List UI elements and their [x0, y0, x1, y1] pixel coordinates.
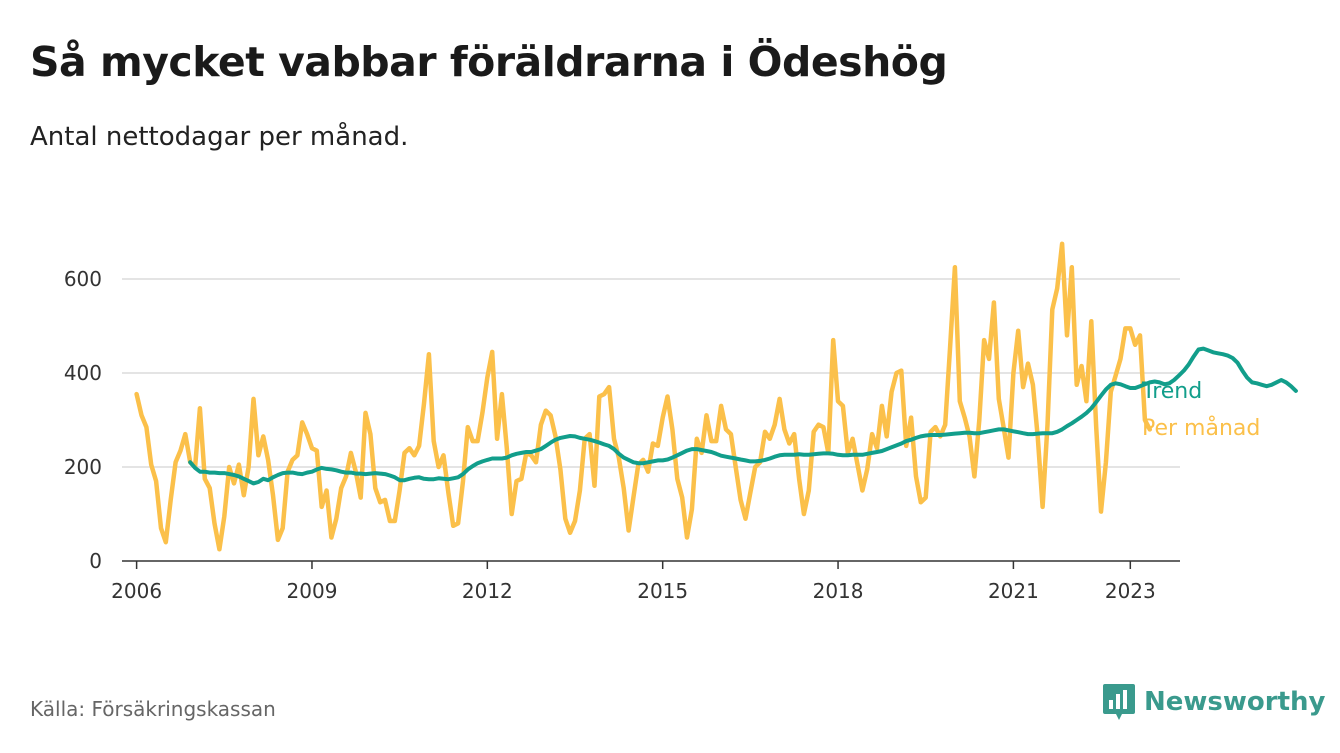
y-axis-ticks: 0 200 400 600 — [64, 267, 102, 573]
chart-subtitle: Antal nettodagar per månad. — [30, 122, 409, 152]
y-tick-label: 0 — [89, 549, 102, 573]
bar-chart-logo-icon — [1103, 684, 1135, 720]
series-lines — [134, 241, 1298, 552]
brand-logo: Newsworthy — [1102, 682, 1325, 722]
series-line-per-m-nad — [134, 241, 1153, 552]
grid-lines — [122, 278, 1180, 562]
y-tick-label: 600 — [64, 267, 102, 291]
x-tick-label: 2023 — [1105, 579, 1156, 603]
legend-label-trend: Trend — [1141, 379, 1202, 404]
x-tick-label: 2009 — [287, 579, 338, 603]
x-tick-label: 2012 — [462, 579, 513, 603]
brand-name: Newsworthy — [1144, 687, 1326, 717]
x-tick-label: 2015 — [637, 579, 688, 603]
chart-title: Så mycket vabbar föräldrarna i Ödeshög — [30, 38, 948, 86]
series-line-trend — [188, 346, 1298, 486]
x-axis-ticks: 2006 2009 2012 2015 2018 2021 2023 — [111, 561, 1156, 603]
legend-label-per-m-nad: Per månad — [1142, 415, 1260, 441]
x-tick-label: 2021 — [988, 579, 1039, 603]
source-note: Källa: Försäkringskassan — [30, 697, 276, 721]
x-tick-label: 2006 — [111, 579, 162, 603]
y-tick-label: 400 — [64, 361, 102, 385]
legend: Per månad Trend — [1141, 379, 1260, 441]
x-tick-label: 2018 — [813, 579, 864, 603]
y-tick-label: 200 — [64, 455, 102, 479]
